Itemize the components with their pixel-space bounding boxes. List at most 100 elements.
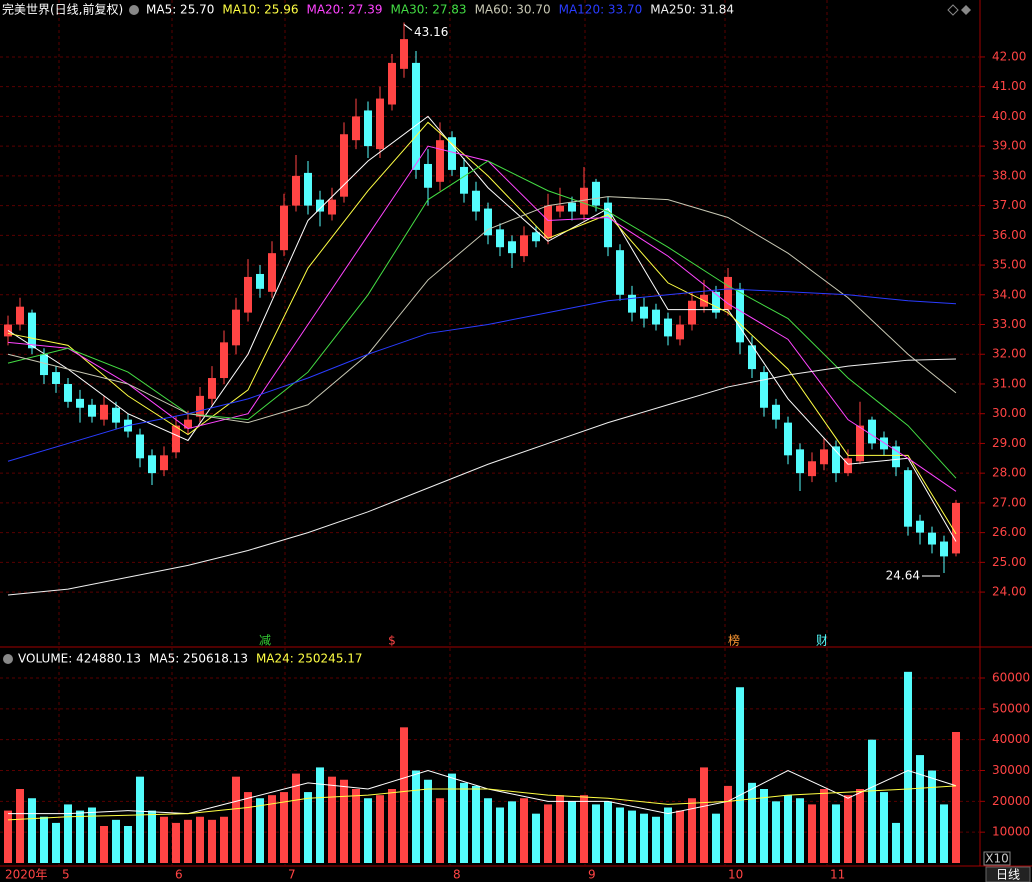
candle-body bbox=[148, 455, 156, 474]
collapse-icon[interactable] bbox=[961, 5, 971, 15]
ma-line bbox=[7, 160, 957, 479]
volume-bar bbox=[232, 776, 240, 863]
candle-body bbox=[544, 205, 552, 239]
volume-bar bbox=[64, 804, 72, 863]
volume-bar bbox=[604, 801, 612, 863]
candle-body bbox=[520, 235, 528, 257]
volume-bar bbox=[76, 810, 84, 863]
candle-body bbox=[100, 404, 108, 420]
menu-icon[interactable] bbox=[3, 654, 13, 664]
candle-body bbox=[376, 98, 384, 150]
volume-bar bbox=[784, 795, 792, 863]
candle-body bbox=[664, 318, 672, 337]
candle-body bbox=[676, 324, 684, 340]
period-tab[interactable] bbox=[985, 866, 1031, 882]
y-tick-label: 31.00 bbox=[992, 376, 1026, 390]
event-marker[interactable]: 减 bbox=[259, 634, 271, 648]
candle-body bbox=[904, 470, 912, 527]
volume-bar bbox=[148, 810, 156, 863]
candle-body bbox=[112, 407, 120, 423]
volume-bar bbox=[412, 770, 420, 863]
volume-bar bbox=[544, 804, 552, 863]
y-tick-label: 60000 bbox=[992, 670, 1030, 684]
volume-bar bbox=[844, 795, 852, 863]
candle-body bbox=[184, 419, 192, 429]
y-tick-label: 37.00 bbox=[992, 198, 1026, 212]
candle-body bbox=[232, 309, 240, 346]
y-tick-label: 30000 bbox=[992, 763, 1030, 777]
event-marker[interactable]: 财 bbox=[816, 634, 828, 648]
candle-body bbox=[868, 419, 876, 444]
volume-bar bbox=[928, 770, 936, 863]
candle-body bbox=[724, 276, 732, 310]
volume-bar bbox=[436, 798, 444, 863]
candle-body bbox=[748, 345, 756, 370]
candle-body bbox=[532, 232, 540, 242]
candle-body bbox=[928, 532, 936, 545]
volume-bar bbox=[136, 776, 144, 863]
volume-bar bbox=[460, 782, 468, 863]
volume-bar bbox=[100, 825, 108, 863]
volume-unit: X10 bbox=[985, 852, 1009, 866]
legend-entry: MA20: 27.39 bbox=[306, 3, 382, 17]
y-tick-label: 27.00 bbox=[992, 495, 1026, 509]
ma-line bbox=[7, 358, 957, 596]
y-tick-label: 20000 bbox=[992, 794, 1030, 808]
candle-body bbox=[316, 199, 324, 212]
stock-title: 完美世界(日线,前复权) bbox=[2, 2, 123, 17]
candle-body bbox=[796, 449, 804, 474]
y-tick-label: 41.00 bbox=[992, 79, 1026, 93]
volume-bar bbox=[376, 795, 384, 863]
volume-bar bbox=[652, 816, 660, 863]
legend-entry: MA10: 25.96 bbox=[222, 3, 298, 17]
volume-bar bbox=[280, 792, 288, 863]
volume-bar bbox=[112, 819, 120, 863]
volume-bar bbox=[676, 810, 684, 863]
volume-bar bbox=[856, 788, 864, 863]
x-tick-label: 8 bbox=[453, 868, 461, 882]
volume-bar bbox=[472, 785, 480, 863]
event-marker[interactable]: 榜 bbox=[728, 633, 740, 648]
candle-body bbox=[580, 187, 588, 215]
volume-bar bbox=[256, 798, 264, 863]
menu-icon[interactable] bbox=[129, 5, 139, 15]
volume-bar bbox=[28, 798, 36, 863]
volume-bar bbox=[736, 687, 744, 863]
volume-bar bbox=[352, 788, 360, 863]
volume-bar bbox=[292, 773, 300, 863]
volume-bar bbox=[808, 804, 816, 863]
volume-bar bbox=[196, 816, 204, 863]
volume-bar bbox=[664, 807, 672, 863]
candle-body bbox=[388, 62, 396, 105]
x-tick-label: 10 bbox=[728, 868, 743, 882]
volume-bar bbox=[244, 792, 252, 863]
volume-bar bbox=[508, 801, 516, 863]
event-marker[interactable]: $ bbox=[388, 634, 396, 648]
candle-body bbox=[244, 276, 252, 313]
candle-body bbox=[508, 241, 516, 254]
expand-icon[interactable] bbox=[947, 4, 959, 16]
y-tick-label: 35.00 bbox=[992, 258, 1026, 272]
volume-bar bbox=[496, 807, 504, 863]
volume-bar bbox=[40, 816, 48, 863]
volume-bar bbox=[556, 795, 564, 863]
candle-body bbox=[760, 372, 768, 408]
candle-body bbox=[328, 199, 336, 215]
volume-bar bbox=[304, 792, 312, 863]
candle-body bbox=[256, 273, 264, 289]
x-tick-label: 9 bbox=[588, 868, 596, 882]
candle-body bbox=[568, 202, 576, 212]
volume-bar bbox=[700, 767, 708, 863]
volume-bar bbox=[916, 755, 924, 863]
volume-bar bbox=[4, 810, 12, 863]
candle-body bbox=[52, 372, 60, 384]
candle-body bbox=[280, 205, 288, 251]
period-label[interactable]: 日线 bbox=[996, 868, 1020, 882]
candle-body bbox=[952, 502, 960, 554]
volume-bar bbox=[568, 801, 576, 863]
candle-body bbox=[832, 446, 840, 474]
volume-bar bbox=[160, 816, 168, 863]
volume-bar bbox=[748, 782, 756, 863]
